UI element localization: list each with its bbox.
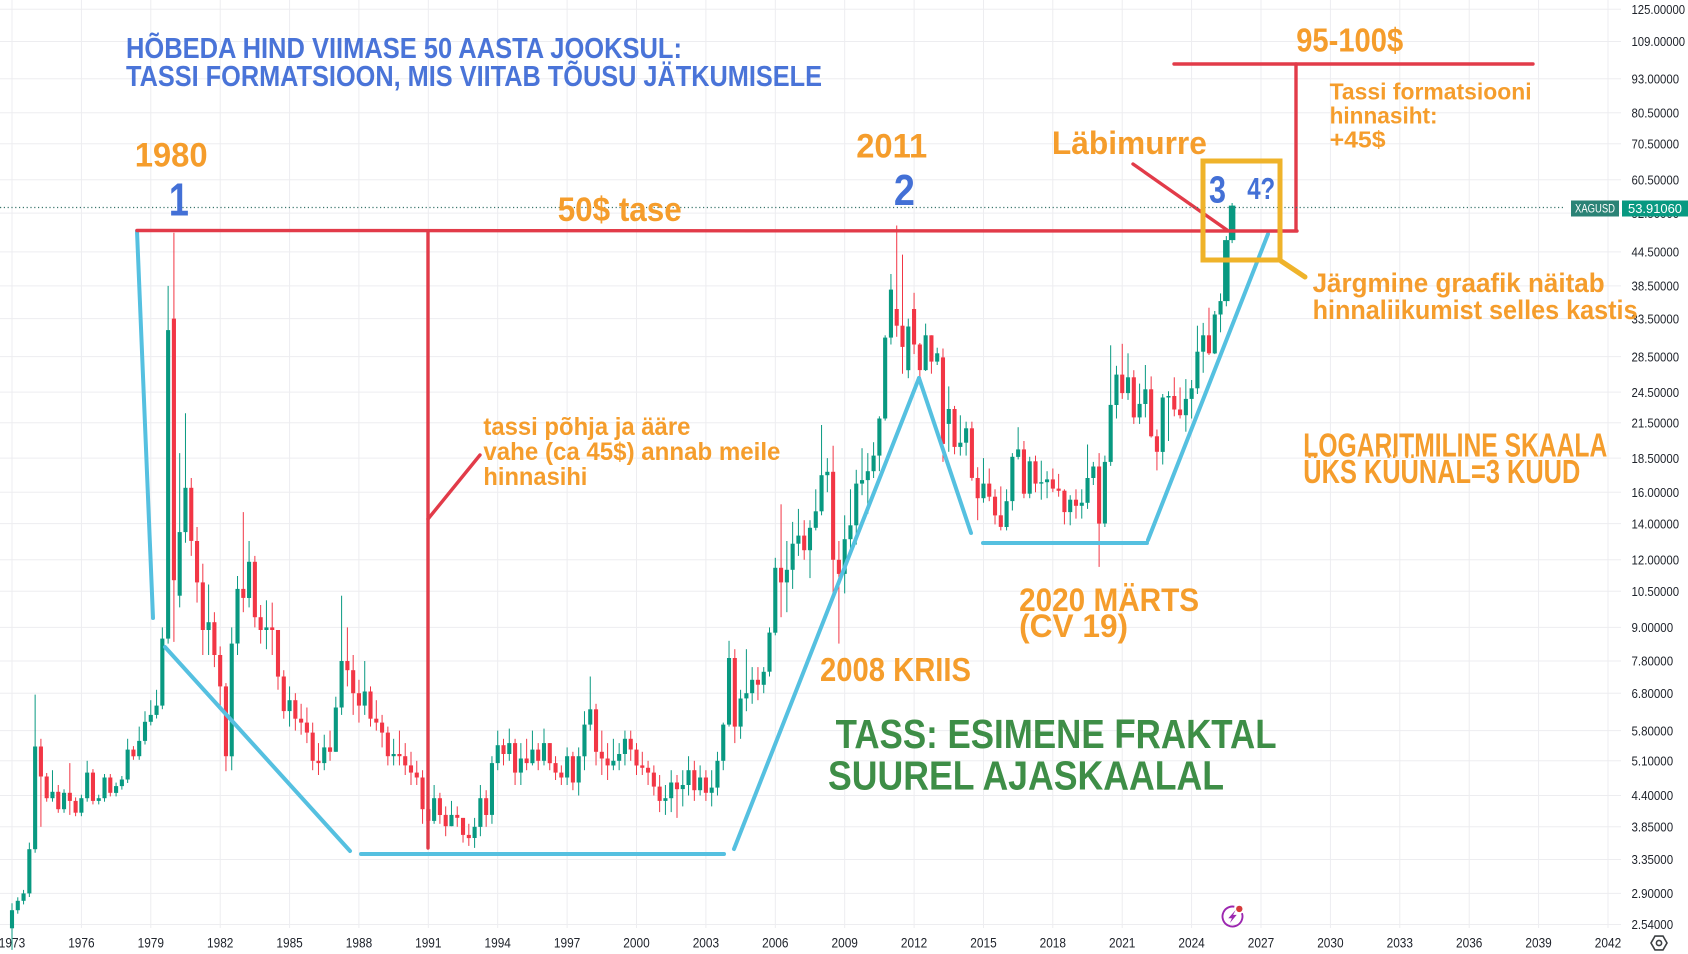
svg-text:Järgmine graafik näitab: Järgmine graafik näitab [1313,268,1605,298]
svg-text:16.00000: 16.00000 [1632,485,1680,500]
svg-text:2006: 2006 [762,935,789,951]
svg-text:1991: 1991 [415,935,442,951]
svg-text:1985: 1985 [276,935,303,951]
svg-text:(CV 19): (CV 19) [1019,608,1128,644]
svg-text:+45$: +45$ [1330,127,1386,153]
svg-text:50$ tase: 50$ tase [558,191,682,229]
svg-text:2015: 2015 [970,935,997,951]
svg-text:hinnaliikumist selles kastis: hinnaliikumist selles kastis [1313,295,1638,325]
svg-text:2009: 2009 [832,935,859,951]
svg-text:10.50000: 10.50000 [1632,584,1680,599]
svg-text:1976: 1976 [68,935,95,951]
svg-text:2000: 2000 [623,935,650,951]
svg-text:125.00000: 125.00000 [1632,2,1686,17]
svg-text:hinnasiht:: hinnasiht: [1330,103,1438,129]
svg-text:95-100$: 95-100$ [1296,22,1403,59]
svg-text:14.00000: 14.00000 [1632,516,1680,531]
svg-text:2024: 2024 [1178,935,1205,951]
svg-text:2039: 2039 [1525,935,1552,951]
svg-text:44.50000: 44.50000 [1632,245,1680,260]
svg-text:38.50000: 38.50000 [1632,279,1680,294]
svg-text:1997: 1997 [554,935,581,951]
svg-text:2012: 2012 [901,935,928,951]
svg-text:1982: 1982 [207,935,234,951]
svg-text:93.00000: 93.00000 [1632,72,1680,87]
svg-text:1: 1 [169,174,189,226]
svg-text:LOGARITMILINE SKAALA: LOGARITMILINE SKAALA [1303,426,1607,463]
svg-text:2.90000: 2.90000 [1632,886,1674,901]
svg-text:12.00000: 12.00000 [1632,553,1680,568]
svg-text:Tassi formatsiooni: Tassi formatsiooni [1330,78,1532,104]
svg-text:hinnasihi: hinnasihi [483,463,587,491]
svg-text:7.80000: 7.80000 [1632,654,1674,669]
svg-text:vahe (ca 45$) annab meile: vahe (ca 45$) annab meile [483,438,780,466]
svg-text:109.00000: 109.00000 [1632,34,1686,49]
svg-text:ÜKS KÜÜNAL=3 KUUD: ÜKS KÜÜNAL=3 KUUD [1303,453,1580,490]
svg-text:4.40000: 4.40000 [1632,788,1674,803]
svg-text:2: 2 [894,166,915,215]
svg-text:21.50000: 21.50000 [1632,416,1680,431]
svg-text:1988: 1988 [346,935,373,951]
svg-text:3: 3 [1209,170,1226,212]
svg-text:2042: 2042 [1595,935,1622,951]
svg-text:tassi põhja ja ääre: tassi põhja ja ääre [483,413,690,441]
svg-text:2030: 2030 [1317,935,1344,951]
svg-text:2033: 2033 [1387,935,1414,951]
svg-text:5.80000: 5.80000 [1632,723,1674,738]
svg-text:24.50000: 24.50000 [1632,385,1680,400]
svg-text:70.50000: 70.50000 [1632,137,1680,152]
svg-text:XAGUSD: XAGUSD [1575,204,1615,216]
svg-text:33.50000: 33.50000 [1632,311,1680,326]
svg-text:18.50000: 18.50000 [1632,451,1680,466]
svg-text:2027: 2027 [1248,935,1275,951]
svg-text:6.80000: 6.80000 [1632,686,1674,701]
svg-text:4?: 4? [1247,171,1275,206]
svg-text:60.50000: 60.50000 [1632,173,1680,188]
svg-text:1979: 1979 [138,935,165,951]
svg-text:28.50000: 28.50000 [1632,349,1680,364]
svg-text:3.85000: 3.85000 [1632,820,1674,835]
svg-text:2.54000: 2.54000 [1632,917,1674,932]
svg-text:3.35000: 3.35000 [1632,852,1674,867]
svg-text:SUUREL AJASKAALAL: SUUREL AJASKAALAL [828,753,1224,799]
svg-text:1973: 1973 [0,935,25,951]
svg-text:HÕBEDA HIND VIIMASE 50 AASTA J: HÕBEDA HIND VIIMASE 50 AASTA JOOKSUL: [126,31,682,65]
svg-text:1994: 1994 [485,935,512,951]
svg-text:2011: 2011 [856,128,927,166]
svg-text:2003: 2003 [693,935,720,951]
svg-text:2018: 2018 [1040,935,1067,951]
svg-text:2020 MÄRTS: 2020 MÄRTS [1019,582,1199,618]
svg-text:2036: 2036 [1456,935,1483,951]
svg-text:Läbimurre: Läbimurre [1052,125,1207,161]
svg-text:9.00000: 9.00000 [1632,620,1674,635]
svg-text:2008 KRIIS: 2008 KRIIS [820,651,971,688]
svg-text:80.50000: 80.50000 [1632,105,1680,120]
svg-text:TASSI FORMATSIOON, MIS VIITAB: TASSI FORMATSIOON, MIS VIITAB TÕUSU JÄTK… [126,59,822,93]
svg-text:2021: 2021 [1109,935,1136,951]
svg-text:5.10000: 5.10000 [1632,754,1674,769]
svg-text:53.91060: 53.91060 [1628,202,1682,216]
svg-text:TASS: ESIMENE FRAKTAL: TASS: ESIMENE FRAKTAL [836,711,1277,757]
svg-text:1980: 1980 [135,137,208,175]
